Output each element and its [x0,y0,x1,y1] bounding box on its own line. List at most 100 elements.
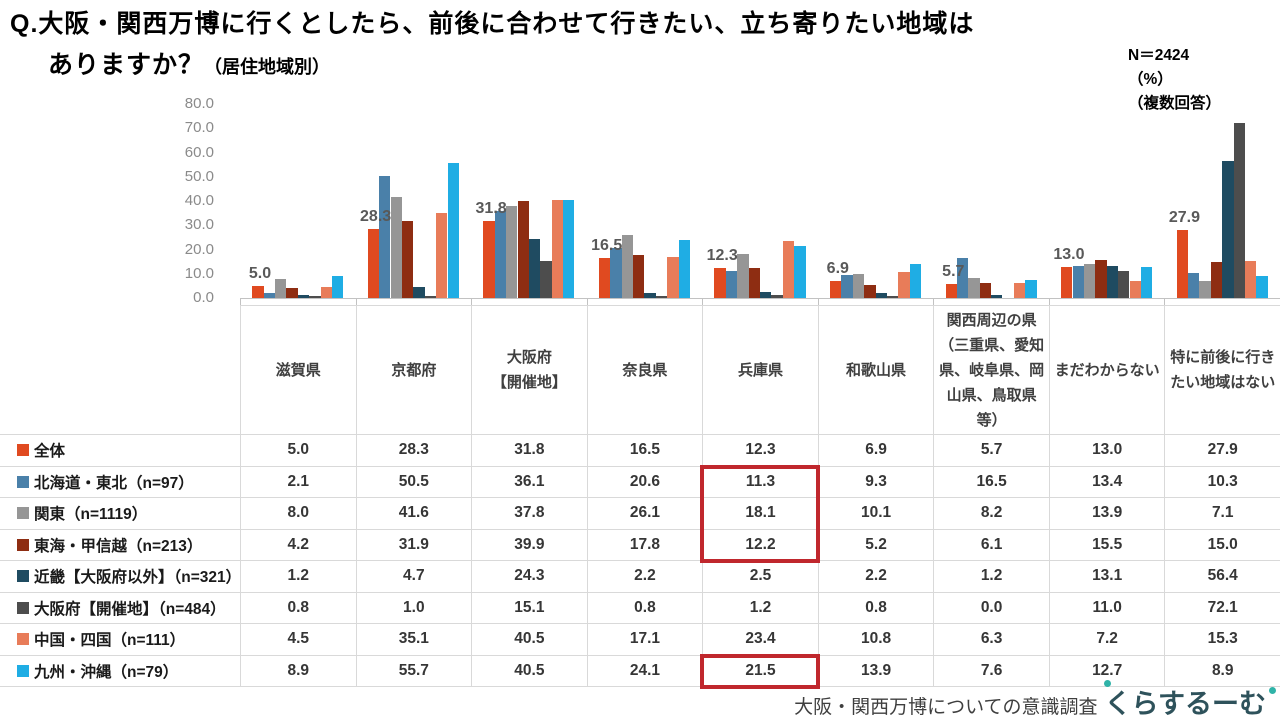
bar-中国・四国-8 [1129,280,1141,298]
row-label-text: 北海道・東北（n=97） [34,474,194,492]
bar-近畿【大阪府以外】-2 [413,286,425,298]
row-label-text: 大阪府【開催地】（n=484） [34,600,226,618]
data-cell: 11.0 [1048,592,1165,624]
bar-大阪府【開催地】-2 [424,295,437,298]
row-label: 全体 [0,435,240,467]
bar-value-label: 13.0 [1053,245,1085,263]
legend-swatch-icon [17,601,29,614]
highlight-box [700,653,820,689]
bar-中国・四国-1 [320,287,332,298]
data-cell: 15.3 [1164,624,1280,656]
data-cell: 5.7 [933,435,1049,467]
data-cell: 17.1 [586,624,703,656]
data-cell: 16.5 [586,435,703,467]
row-label: 関東（n=1119） [0,498,240,530]
bar-北海道・東北-5 [725,270,738,298]
row-label-text: 九州・沖縄（n=79） [34,663,179,681]
data-cell: 35.1 [355,624,472,656]
bar-九州・沖縄-9 [1256,276,1268,298]
column-header-cell: 滋賀県 [240,305,356,435]
bar-近畿【大阪府以外】-1 [297,295,310,298]
data-cell: 20.6 [586,466,703,498]
bar-近畿【大阪府以外】-6 [875,292,887,298]
data-cell: 8.9 [240,655,356,687]
x-axis-tick [355,298,357,305]
data-cell: 12.3 [702,435,818,467]
x-axis-tick [471,298,473,305]
bar-中国・四国-4 [667,256,679,298]
bar-全体-2 [367,229,380,298]
bar-value-label: 5.7 [942,263,965,281]
x-axis-tick [586,298,588,305]
bar-全体-7 [945,284,957,298]
bar-近畿【大阪府以外】-4 [644,292,656,298]
row-label-text: 東海・甲信越（n=213） [34,537,203,555]
data-cell: 2.2 [817,561,934,593]
survey-title: 大阪・関西万博についての意識調査 [794,697,1098,718]
bar-九州・沖縄-8 [1140,267,1153,298]
legend-swatch-icon [17,475,29,488]
data-cell: 5.0 [240,435,356,467]
data-cell: 8.9 [1164,655,1280,687]
x-axis-tick [1164,298,1166,305]
row-label-text: 中国・四国（n=111） [34,632,186,650]
bar-全体-8 [1061,266,1073,298]
bar-全体-6 [830,281,842,298]
data-cell: 31.9 [355,529,472,561]
bar-value-label: 27.9 [1168,209,1200,227]
data-cell: 15.0 [1164,529,1280,561]
bar-関東-4 [621,234,633,298]
multiple-answer-note: （複数回答） [1128,95,1222,112]
bar-全体-5 [714,268,726,298]
data-cell: 41.6 [355,498,472,530]
data-cell: 6.9 [817,435,934,467]
bar-大阪府【開催地】-8 [1118,271,1130,298]
bar-九州・沖縄-6 [909,264,922,298]
data-cell: 40.5 [471,655,587,687]
legend-swatch-icon [17,664,29,677]
bar-近畿【大阪府以外】-5 [760,291,772,298]
column-header-cell: 兵庫県 [702,305,818,435]
data-cell: 10.3 [1164,466,1280,498]
bar-中国・四国-6 [898,271,910,298]
x-axis-tick [817,298,819,305]
footer: 大阪・関西万博についての意識調査 くらするーむ [794,680,1278,720]
data-cell: 9.3 [817,466,934,498]
bar-関東-6 [852,273,865,298]
data-cell: 36.1 [471,466,587,498]
y-axis-label: 40.0 [184,192,214,209]
title-note: （居住地域別） [204,57,331,77]
data-table: 滋賀県 京都府 大阪府 【開催地】 奈良県 兵庫県 和歌山県 関西周辺の県 （三重県、愛知 … [0,305,1280,687]
data-cell: 10.8 [817,624,934,656]
data-cell: 0.8 [240,592,356,624]
row-label-text: 関東（n=1119） [34,506,148,524]
row-label-text: 近畿【大阪府以外】（n=321） [34,569,242,587]
data-cell: 24.1 [586,655,703,687]
bar-大阪府【開催地】-5 [771,295,783,298]
x-axis-tick [240,298,241,305]
bar-北海道・東北-9 [1188,273,1200,298]
data-cell: 31.8 [471,435,587,467]
data-cell: 4.5 [240,624,356,656]
bar-東海・甲信越-5 [748,268,760,298]
row-label: 大阪府【開催地】（n=484） [0,593,240,624]
bar-全体-1 [252,285,264,298]
x-axis-tick [1048,298,1050,305]
column-header-cell: 和歌山県 [817,305,934,435]
bar-関東-8 [1083,264,1096,298]
data-cell: 13.0 [1048,435,1165,467]
y-axis-label: 20.0 [184,240,214,258]
data-cell: 8.0 [240,498,356,530]
bar-北海道・東北-8 [1072,265,1084,298]
data-cell: 4.2 [240,529,356,561]
x-axis-line [240,298,1280,299]
bar-東海・甲信越-3 [517,201,529,298]
column-header-cell: 大阪府 【開催地】 [471,305,587,435]
data-cell: 27.9 [1164,435,1280,467]
bar-九州・沖縄-3 [563,199,575,298]
data-cell: 13.4 [1048,466,1165,498]
data-cell: 40.5 [471,624,587,656]
bar-関東-1 [275,278,287,298]
bar-九州・沖縄-5 [794,245,806,298]
